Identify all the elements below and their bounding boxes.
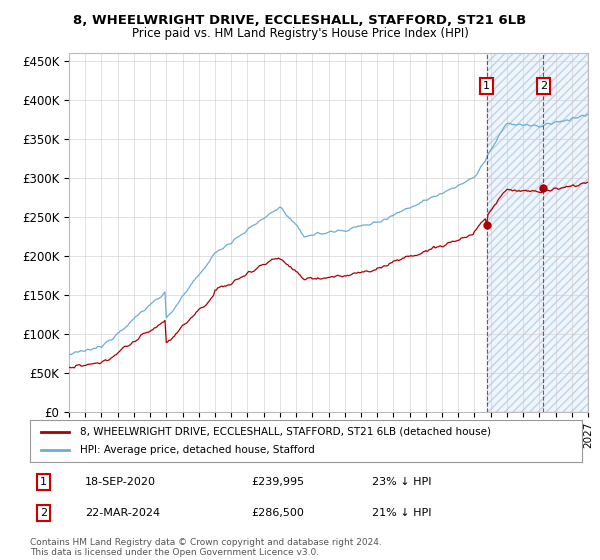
Text: £239,995: £239,995 [251,477,304,487]
Text: 18-SEP-2020: 18-SEP-2020 [85,477,156,487]
Text: Contains HM Land Registry data © Crown copyright and database right 2024.
This d: Contains HM Land Registry data © Crown c… [30,538,382,557]
Text: 8, WHEELWRIGHT DRIVE, ECCLESHALL, STAFFORD, ST21 6LB (detached house): 8, WHEELWRIGHT DRIVE, ECCLESHALL, STAFFO… [80,427,491,437]
Text: £286,500: £286,500 [251,508,304,518]
Text: 21% ↓ HPI: 21% ↓ HPI [372,508,432,518]
Text: HPI: Average price, detached house, Stafford: HPI: Average price, detached house, Staf… [80,445,314,455]
Text: 2: 2 [40,508,47,518]
Text: 1: 1 [40,477,47,487]
Text: Price paid vs. HM Land Registry's House Price Index (HPI): Price paid vs. HM Land Registry's House … [131,27,469,40]
Text: 23% ↓ HPI: 23% ↓ HPI [372,477,432,487]
Text: 1: 1 [483,81,490,91]
Text: 22-MAR-2024: 22-MAR-2024 [85,508,160,518]
Text: 8, WHEELWRIGHT DRIVE, ECCLESHALL, STAFFORD, ST21 6LB: 8, WHEELWRIGHT DRIVE, ECCLESHALL, STAFFO… [73,14,527,27]
Text: 2: 2 [540,81,547,91]
